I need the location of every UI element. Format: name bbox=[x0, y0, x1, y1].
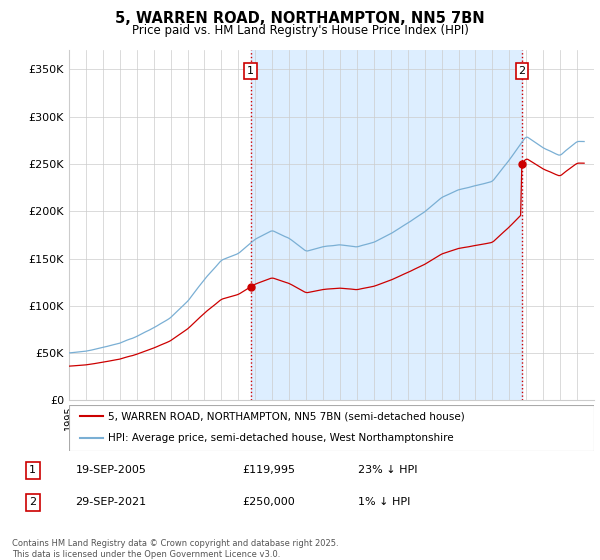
Text: £119,995: £119,995 bbox=[242, 465, 295, 475]
Text: 29-SEP-2021: 29-SEP-2021 bbox=[76, 497, 146, 507]
Bar bbox=[251, 50, 522, 400]
Text: £250,000: £250,000 bbox=[242, 497, 295, 507]
Text: HPI: Average price, semi-detached house, West Northamptonshire: HPI: Average price, semi-detached house,… bbox=[109, 433, 454, 443]
Text: Contains HM Land Registry data © Crown copyright and database right 2025.
This d: Contains HM Land Registry data © Crown c… bbox=[12, 539, 338, 559]
Text: 1: 1 bbox=[29, 465, 36, 475]
Text: 1: 1 bbox=[247, 66, 254, 76]
Text: 23% ↓ HPI: 23% ↓ HPI bbox=[358, 465, 417, 475]
Text: 5, WARREN ROAD, NORTHAMPTON, NN5 7BN: 5, WARREN ROAD, NORTHAMPTON, NN5 7BN bbox=[115, 11, 485, 26]
Text: Price paid vs. HM Land Registry's House Price Index (HPI): Price paid vs. HM Land Registry's House … bbox=[131, 24, 469, 36]
Text: 2: 2 bbox=[518, 66, 526, 76]
Text: 5, WARREN ROAD, NORTHAMPTON, NN5 7BN (semi-detached house): 5, WARREN ROAD, NORTHAMPTON, NN5 7BN (se… bbox=[109, 412, 465, 421]
Text: 2: 2 bbox=[29, 497, 37, 507]
Text: 19-SEP-2005: 19-SEP-2005 bbox=[76, 465, 146, 475]
Text: 1% ↓ HPI: 1% ↓ HPI bbox=[358, 497, 410, 507]
